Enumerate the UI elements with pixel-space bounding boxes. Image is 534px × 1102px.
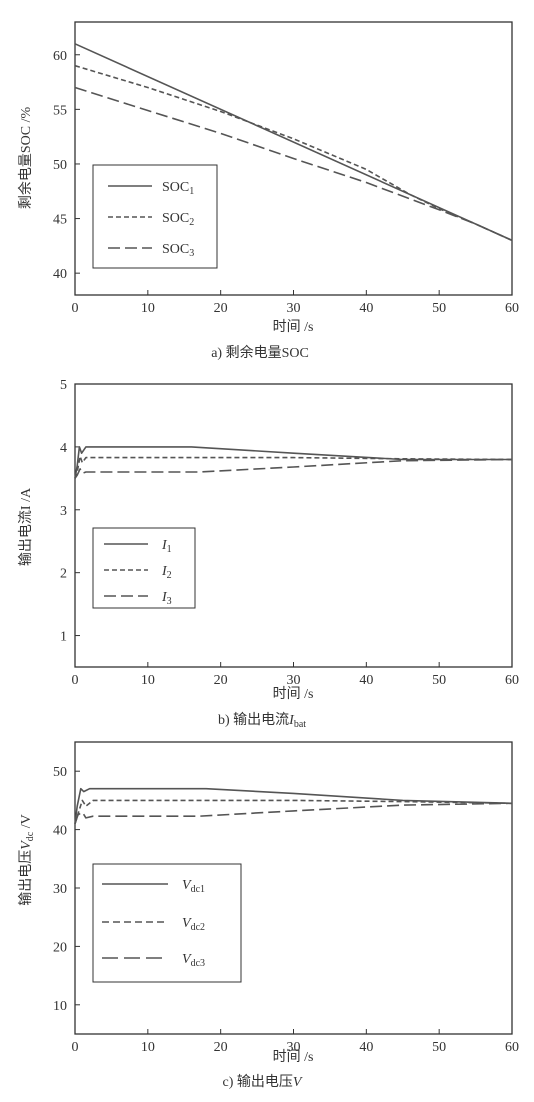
x-tick-label: 0 (72, 301, 79, 316)
x-tick-label: 30 (287, 1040, 301, 1055)
x-tick-label: 10 (141, 1040, 155, 1055)
x-tick-label: 40 (359, 1040, 373, 1055)
y-tick-label: 50 (53, 158, 67, 173)
chart-caption: b) 输出电流Ibat (218, 712, 306, 730)
x-tick-label: 50 (432, 301, 446, 316)
legend-item-soc3: SOC3 (108, 242, 194, 259)
legend-label: SOC1 (162, 180, 194, 197)
x-tick-label: 20 (214, 673, 228, 688)
plot-frame (74, 383, 513, 668)
legend-item-vdc1: Vdc1 (102, 878, 205, 895)
x-tick-label: 40 (359, 673, 373, 688)
y-tick-label: 30 (53, 882, 67, 897)
legend: I1 I2 I3 (92, 527, 196, 609)
legend-box (92, 164, 218, 269)
y-axis-label: 输出电压Vdc /V (18, 814, 36, 906)
legend-label: Vdc2 (182, 916, 205, 933)
legend-label: Vdc1 (182, 878, 205, 895)
legend: SOC1 SOC2 SOC3 (92, 164, 218, 269)
legend-item-i2: I2 (104, 564, 172, 581)
x-axis-label: 时间 /s (273, 319, 314, 335)
tick-layer: 0 10 20 30 40 50 60 1 2 3 4 5 (60, 378, 519, 688)
legend-item-soc1: SOC1 (108, 180, 194, 197)
y-tick-label: 3 (60, 504, 67, 519)
series-line-2 (74, 455, 513, 479)
series-layer (74, 43, 513, 242)
legend-item-i3: I3 (104, 590, 172, 607)
y-tick-label: 40 (53, 824, 67, 839)
series-line-3 (74, 458, 513, 479)
y-tick-label: 20 (53, 940, 67, 955)
x-tick-label: 50 (432, 1040, 446, 1055)
series-layer (74, 446, 513, 479)
x-tick-label: 40 (359, 301, 373, 316)
legend-label: I2 (161, 564, 172, 581)
x-axis-label: 时间 /s (273, 686, 314, 702)
y-tick-label: 10 (53, 999, 67, 1014)
y-tick-label: 40 (53, 267, 67, 282)
legend: Vdc1 Vdc2 Vdc3 (92, 863, 242, 983)
x-tick-label: 10 (141, 673, 155, 688)
series-line-1 (74, 446, 512, 479)
chart-caption: a) 剩余电量SOC (211, 344, 309, 361)
legend-label: SOC2 (162, 211, 194, 228)
x-tick-label: 60 (505, 1040, 519, 1055)
y-tick-label: 50 (53, 765, 67, 780)
x-tick-label: 60 (505, 673, 519, 688)
y-tick-label: 45 (53, 213, 67, 228)
y-tick-label: 4 (60, 441, 67, 456)
legend-label: I1 (161, 538, 172, 555)
x-tick-label: 20 (214, 1040, 228, 1055)
x-tick-label: 20 (214, 301, 228, 316)
x-tick-label: 30 (287, 301, 301, 316)
panel-soc: 0 10 20 30 40 50 60 40 45 50 55 60 剩余电量SOC /% 时间 /s… (17, 21, 519, 361)
x-tick-label: 60 (505, 301, 519, 316)
x-axis-label: 时间 /s (273, 1049, 314, 1065)
y-axis-label: 输出电流I /A (18, 487, 34, 566)
legend-label: Vdc3 (182, 952, 205, 969)
legend-item-vdc3: Vdc3 (102, 952, 205, 969)
series-line-2 (74, 799, 513, 825)
x-tick-label: 10 (141, 301, 155, 316)
series-layer (74, 787, 513, 825)
legend-item-i1: I1 (104, 538, 172, 555)
y-tick-label: 5 (60, 378, 67, 393)
series-line-3 (74, 86, 513, 242)
legend-box (92, 863, 242, 983)
series-line-1 (74, 787, 513, 824)
x-tick-label: 0 (72, 673, 79, 688)
series-line-1 (74, 43, 513, 242)
series-line-3 (74, 802, 513, 825)
x-tick-label: 0 (72, 1040, 79, 1055)
y-tick-label: 2 (60, 567, 67, 582)
legend-item-vdc2: Vdc2 (102, 916, 205, 933)
legend-item-soc2: SOC2 (108, 211, 194, 228)
y-tick-label: 55 (53, 103, 67, 118)
tick-layer: 0 10 20 30 40 50 60 40 45 50 55 60 (53, 49, 519, 316)
panel-current: 0 10 20 30 40 50 60 1 2 3 4 5 输出电流I /A 时间 /s b) 输出电… (18, 378, 519, 730)
legend-label: SOC3 (162, 242, 194, 259)
legend-box (92, 527, 196, 609)
x-tick-label: 30 (287, 673, 301, 688)
chart-caption: c) 输出电压V (223, 1074, 303, 1090)
panel-voltage: 0 10 20 30 40 50 60 10 20 30 40 50 输出电压Vdc /V 时间 /s… (18, 741, 519, 1090)
y-tick-label: 60 (53, 49, 67, 64)
tick-layer: 0 10 20 30 40 50 60 10 20 30 40 50 (53, 765, 519, 1055)
y-tick-label: 1 (60, 630, 67, 645)
y-axis-label: 剩余电量SOC /% (17, 107, 34, 210)
legend-label: I3 (161, 590, 172, 607)
x-tick-label: 50 (432, 673, 446, 688)
